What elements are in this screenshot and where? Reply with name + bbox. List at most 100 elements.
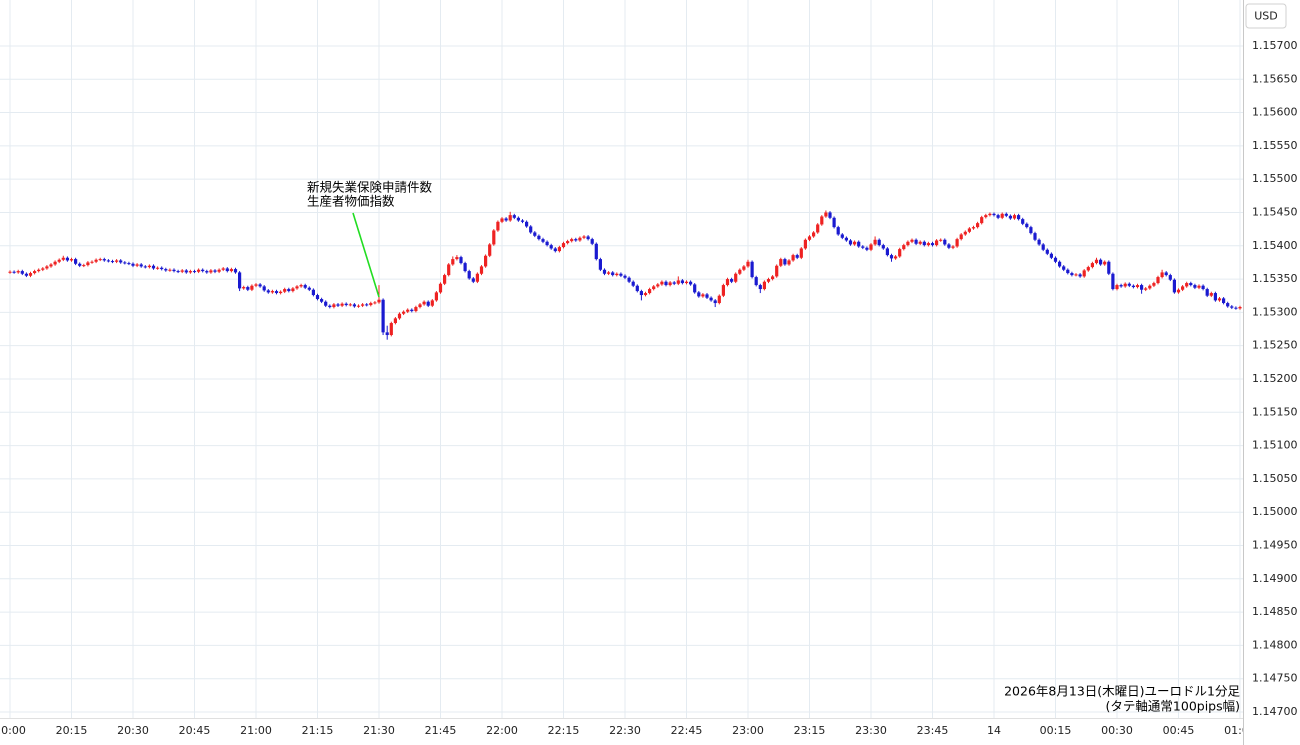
candle-body <box>115 260 119 262</box>
x-tick-label: 20:15 <box>56 724 88 737</box>
candle-body <box>951 246 955 248</box>
candle-body <box>61 257 65 260</box>
y-axis-panel <box>1243 0 1300 745</box>
candle-body <box>594 243 598 260</box>
candle-body <box>78 263 82 266</box>
candle-body <box>689 281 693 285</box>
candle-body <box>1226 303 1230 307</box>
candle-body <box>303 285 307 288</box>
candle-body <box>279 291 283 294</box>
candle-body <box>611 272 615 276</box>
candle-body <box>750 261 754 278</box>
candle-body <box>512 215 516 218</box>
candle-body <box>828 212 832 218</box>
candle-body <box>246 287 250 290</box>
candle-body <box>426 301 430 306</box>
candle-body <box>664 281 668 286</box>
candle-body <box>1115 285 1119 290</box>
candle-body <box>33 271 37 274</box>
candle-body <box>918 241 922 244</box>
candle-body <box>1152 283 1156 286</box>
candle-body <box>1238 307 1242 309</box>
candle-body <box>561 243 566 248</box>
candle-body <box>795 255 799 258</box>
candle-body <box>1209 293 1213 296</box>
candle-body <box>508 215 512 221</box>
y-tick-label: 1.15000 <box>1252 505 1298 518</box>
candle-body <box>1029 227 1033 234</box>
candle-body <box>49 264 53 267</box>
y-axis: 1.14700 1.14750 1.14800 1.14850 1.14900 1.149… <box>1252 39 1298 718</box>
candle-body <box>877 239 881 246</box>
candle-body <box>459 257 463 264</box>
candle-body <box>1172 279 1176 293</box>
grid <box>0 0 1243 718</box>
candle-body <box>1111 273 1115 290</box>
candle-body <box>566 241 570 244</box>
candle-body <box>963 231 967 235</box>
x-tick-label: 20:30 <box>117 724 149 737</box>
candle-body <box>746 261 750 267</box>
candle-body <box>1185 283 1189 287</box>
x-tick-label: 21:30 <box>363 724 395 737</box>
candle-body <box>393 318 397 324</box>
candle-body <box>213 270 217 272</box>
candle-body <box>475 273 479 282</box>
candle-body <box>643 293 648 296</box>
candle-body <box>1217 298 1222 301</box>
chart-note: (タテ軸通常100pips幅) <box>1106 699 1240 714</box>
y-tick-label: 1.15600 <box>1252 106 1298 119</box>
candle-body <box>959 234 963 240</box>
candle-body <box>656 284 660 287</box>
candle-body <box>385 332 389 336</box>
y-tick-label: 1.15250 <box>1252 339 1298 352</box>
x-tick-label: 22:30 <box>609 724 641 737</box>
candle-body <box>365 304 369 306</box>
candle-body <box>262 286 266 291</box>
candle-body <box>939 239 943 241</box>
candle-body <box>356 305 361 307</box>
candle-body <box>361 304 365 306</box>
candle-body <box>86 262 90 266</box>
candle-body <box>1164 272 1168 276</box>
candle-body <box>295 286 299 289</box>
y-tick-label: 1.15050 <box>1252 472 1298 485</box>
chart-note: 2026年8月13日(木曜日)ユーロドル1分足 <box>1004 684 1240 699</box>
candle-body <box>1205 289 1209 296</box>
candle-body <box>898 249 902 257</box>
candle-body <box>861 246 865 248</box>
candle-body <box>90 261 94 263</box>
candle-body <box>172 269 176 272</box>
candle-body <box>1222 298 1226 304</box>
annotation-pointer <box>352 212 380 298</box>
candle-body <box>742 266 746 270</box>
candle-body <box>414 307 418 312</box>
candle-body <box>1156 277 1160 284</box>
y-tick-label: 1.15650 <box>1252 72 1298 85</box>
candle-body <box>889 255 894 259</box>
candle-body <box>348 304 352 306</box>
candle-body <box>1078 274 1082 277</box>
note: 2026年8月13日(木曜日)ユーロドル1分足 (タテ軸通常100pips幅) <box>1004 684 1240 714</box>
candle-body <box>151 265 156 269</box>
candle-body <box>402 311 406 314</box>
candle-body <box>758 285 762 290</box>
candle-body <box>447 264 451 276</box>
candle-body <box>967 228 971 232</box>
candle-body <box>287 289 291 292</box>
candle-body <box>143 266 147 268</box>
candle-body <box>266 290 270 293</box>
x-tick-label: 23:45 <box>917 724 949 737</box>
candle-body <box>119 260 123 263</box>
candle-body <box>352 304 356 307</box>
candle-body <box>1086 267 1090 271</box>
candle-body <box>8 271 12 273</box>
candle-body <box>69 259 74 261</box>
candle-body <box>307 287 311 290</box>
candle-body <box>315 295 320 300</box>
candle-body <box>184 270 188 273</box>
candle-body <box>479 266 484 274</box>
candle-body <box>139 264 143 267</box>
candle-body <box>250 285 254 290</box>
candle-body <box>1000 213 1004 218</box>
